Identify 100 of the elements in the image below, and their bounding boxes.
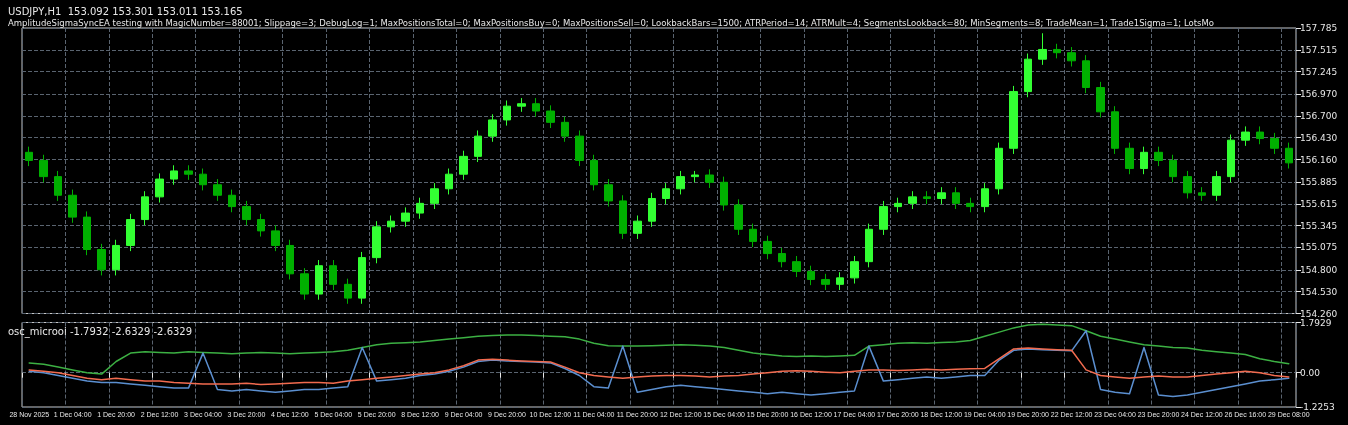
candlestick — [1285, 142, 1293, 170]
candlestick — [242, 200, 251, 226]
candlestick — [1270, 132, 1279, 155]
y-tick-label: 155.615 — [1300, 198, 1338, 209]
candlestick — [1082, 54, 1090, 94]
candlestick — [952, 186, 960, 210]
candlestick — [1111, 105, 1119, 155]
candlestick — [1096, 81, 1105, 118]
candlestick — [995, 142, 1003, 195]
candlestick — [1140, 146, 1148, 175]
y-tick-label: 155.885 — [1300, 176, 1338, 187]
candlestick — [546, 104, 555, 129]
candlestick — [1053, 43, 1061, 59]
y-tick-label: 154.260 — [1300, 308, 1338, 319]
candlestick — [1009, 85, 1018, 155]
candlestick — [112, 239, 120, 276]
candlestick — [894, 197, 902, 213]
candlestick — [821, 273, 830, 291]
candlestick — [937, 186, 946, 205]
candlestick — [488, 113, 497, 143]
candlestick — [358, 251, 366, 305]
candlestick — [1212, 170, 1221, 202]
candlestick — [1067, 46, 1076, 67]
candlestick — [749, 223, 757, 248]
candlestick — [1154, 146, 1163, 167]
chart-subtitle: AmplitudeSigmaSyncEA testing with MagicNumber=88001; Slippage=3; DebugLog=1; MaxPositionsTotal=0; MaxPositionsBuy=0; MaxPositionsSell=0; LookbackBars=1500; ATRPeriod=14; ATRMult=4; SegmentsLookback=80; MinSegments=8; TradeMean=1; Trade1Sigma=1; LotsMo — [8, 17, 1215, 28]
candlestick — [372, 220, 381, 264]
y-tick-label: 1.7929 — [1300, 317, 1332, 328]
candlestick — [604, 178, 613, 208]
candlestick — [141, 190, 149, 226]
y-tick-label: 156.700 — [1300, 110, 1338, 121]
candlestick — [662, 182, 670, 205]
candlestick — [879, 200, 888, 236]
candlestick — [561, 116, 569, 143]
candlestick — [1256, 125, 1264, 145]
candlestick — [778, 247, 786, 268]
candlestick — [474, 129, 482, 163]
y-tick-label: 155.075 — [1300, 242, 1338, 253]
chart-title: USDJPY,H1 153.092 153.301 153.011 153.165 — [8, 5, 243, 17]
candlestick — [1038, 32, 1047, 66]
candlestick — [286, 239, 294, 280]
candlestick — [1227, 134, 1235, 183]
candlestick — [257, 213, 265, 238]
candlestick — [792, 255, 801, 278]
candlestick — [532, 97, 540, 118]
candlestick — [503, 99, 511, 127]
candlestick — [923, 190, 931, 205]
candlestick — [850, 255, 859, 285]
candlestick — [445, 168, 453, 195]
candlestick — [68, 189, 77, 224]
candlestick — [54, 170, 62, 202]
candlestick — [184, 164, 193, 181]
line-series — [28, 347, 1290, 386]
candlestick — [329, 259, 337, 291]
candlestick — [517, 97, 526, 113]
y-tick-label: 156.970 — [1300, 89, 1338, 100]
candlestick — [691, 170, 699, 183]
candlestick — [705, 168, 714, 189]
candlestick — [720, 176, 728, 212]
candlestick — [1183, 170, 1192, 199]
y-tick-label: 0.00 — [1300, 367, 1321, 378]
candlestick — [575, 129, 584, 167]
candlestick — [228, 189, 236, 213]
y-tick-label: -1.2253 — [1300, 402, 1335, 412]
candlestick — [126, 213, 135, 252]
candlestick — [763, 235, 772, 260]
candlestick — [836, 271, 844, 291]
y-tick-label: 155.345 — [1300, 220, 1338, 231]
candlestick — [908, 190, 917, 210]
candlestick — [1125, 142, 1134, 175]
candlestick — [807, 265, 815, 286]
candlestick — [1241, 125, 1250, 147]
candlestick — [271, 224, 280, 252]
candlestick — [633, 215, 642, 240]
y-tick-label: 157.785 — [1300, 23, 1338, 33]
candlestick — [213, 178, 222, 202]
candlestick — [39, 154, 48, 183]
candlestick — [83, 210, 91, 256]
chart-title: osc_microoi -1.7932 -2.6329 -2.6329 — [8, 325, 193, 338]
y-tick-label: 154.800 — [1300, 264, 1338, 275]
candlestick — [981, 182, 989, 213]
candlestick — [1024, 53, 1032, 98]
candlestick — [25, 146, 33, 167]
candlestick — [1169, 154, 1177, 183]
candlestick — [199, 168, 207, 191]
y-tick-label: 157.245 — [1300, 66, 1338, 77]
candlestick — [648, 192, 656, 228]
y-tick-label: 157.515 — [1300, 44, 1338, 55]
candlestick — [966, 197, 974, 213]
candlestick — [387, 215, 395, 234]
candlestick — [155, 172, 164, 204]
candlestick — [459, 150, 468, 181]
candlestick — [315, 259, 323, 301]
candlestick — [401, 206, 410, 228]
candlestick — [676, 170, 685, 195]
candlestick — [619, 194, 627, 240]
candlestick — [344, 278, 352, 305]
y-tick-label: 156.160 — [1300, 154, 1338, 165]
candlestick — [590, 154, 598, 191]
candlestick — [1198, 186, 1206, 202]
